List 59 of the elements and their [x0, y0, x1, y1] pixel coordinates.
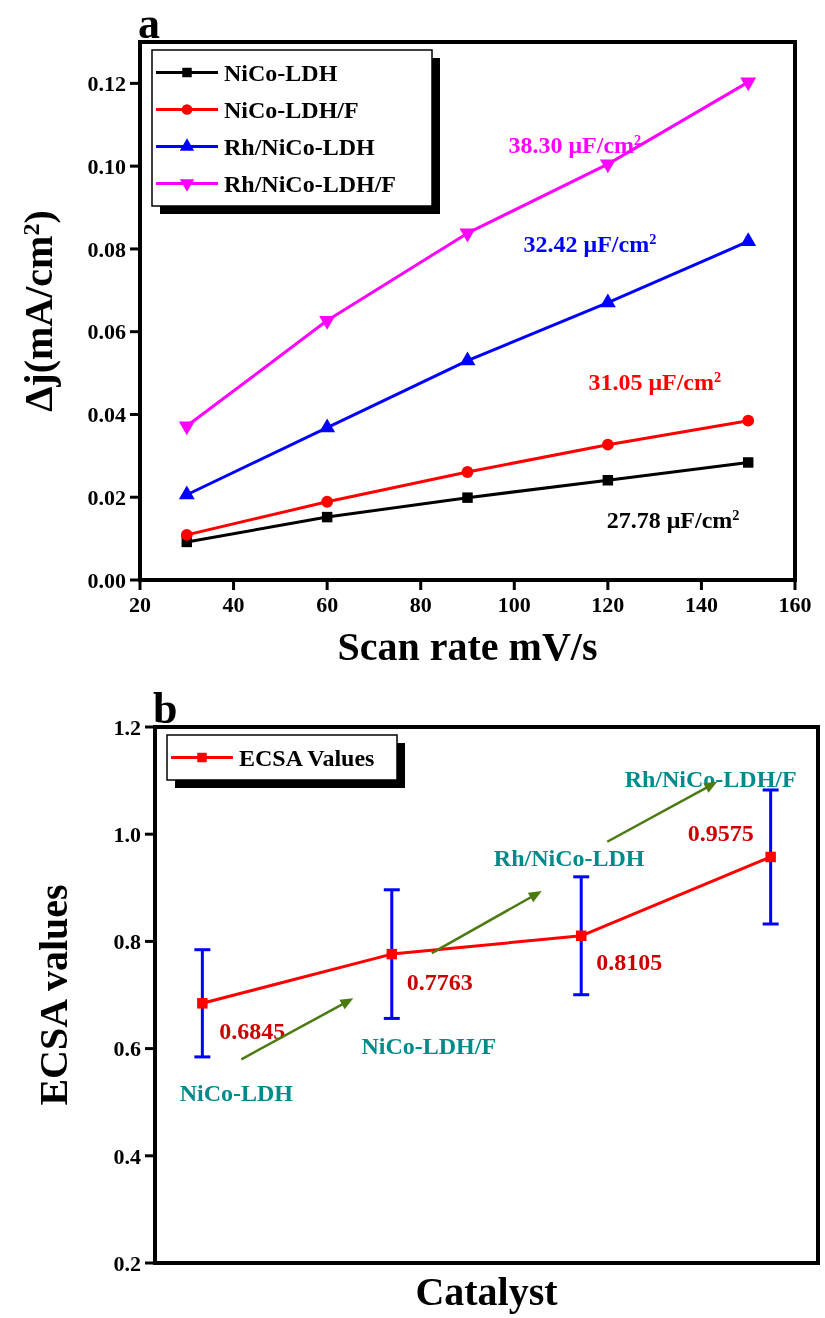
chart-title: b [153, 684, 178, 733]
point [197, 998, 208, 1009]
annotation: 27.78 μF/cm$^{2}$ [606, 507, 740, 534]
data-label: 0.9575 [687, 819, 754, 846]
point [321, 511, 333, 523]
point [459, 228, 476, 243]
point [602, 475, 614, 486]
point [765, 851, 776, 863]
y-tick-label: 0.08 [87, 236, 126, 262]
y-tick-label: 0.8 [113, 929, 141, 955]
y-tick-label: 0.00 [87, 567, 126, 593]
point [599, 159, 616, 174]
x-tick-label: 160 [778, 592, 812, 617]
point [742, 414, 755, 427]
y-tick-label: 0.6 [113, 1036, 141, 1062]
point [386, 948, 398, 960]
annotation: 31.05 μF/cm$^{2}$ [588, 369, 722, 396]
y-tick-label: 1.0 [113, 821, 141, 847]
legend-label: Rh/NiCo-LDH [224, 133, 376, 160]
y-tick-label: 1.2 [113, 714, 141, 740]
point [601, 438, 614, 451]
annotation: NiCo-LDH/F [361, 1033, 497, 1060]
point [461, 466, 474, 478]
point [321, 495, 334, 508]
y-tick-label: 0.12 [87, 71, 126, 97]
point [462, 492, 473, 503]
y-tick-label: 0.4 [113, 1143, 141, 1169]
chart-title: a [138, 0, 160, 48]
x-tick-label: 60 [316, 592, 339, 617]
x-tick-label: 80 [409, 592, 432, 617]
data-label: 0.6845 [219, 1018, 286, 1045]
x-tick-label: 100 [497, 592, 531, 617]
annotation: 32.42 μF/cm$^{2}$ [523, 230, 657, 257]
point [180, 528, 193, 541]
legend-label: NiCo-LDH/F [224, 96, 359, 123]
x-tick-label: 20 [129, 592, 151, 617]
y-tick-label: 0.04 [87, 402, 126, 428]
annotation: Rh/NiCo-LDH [493, 844, 645, 871]
x-axis-title: Catalyst [415, 1269, 559, 1314]
annotation: Rh/NiCo-LDH/F [624, 765, 797, 792]
x-tick-label: 40 [222, 592, 245, 617]
point [575, 930, 587, 942]
data-label: 0.7763 [406, 969, 473, 996]
annotation: NiCo-LDH [179, 1080, 294, 1107]
x-tick-label: 140 [684, 592, 718, 617]
y-axis-title: ECSA values [31, 884, 76, 1106]
legend-label: Rh/NiCo-LDH/F [224, 170, 397, 197]
y-tick-label: 0.10 [87, 153, 126, 179]
x-tick-label: 120 [591, 592, 625, 617]
y-tick-label: 0.06 [87, 319, 126, 345]
legend-label: NiCo-LDH [224, 59, 338, 86]
point [742, 457, 754, 468]
x-axis-title: Scan rate mV/s [337, 624, 598, 669]
point [740, 77, 757, 92]
y-tick-label: 0.02 [87, 484, 126, 510]
legend-label: ECSA Values [239, 744, 375, 771]
y-tick-label: 0.2 [113, 1250, 141, 1276]
data-label: 0.8105 [596, 948, 663, 975]
point [319, 315, 336, 330]
